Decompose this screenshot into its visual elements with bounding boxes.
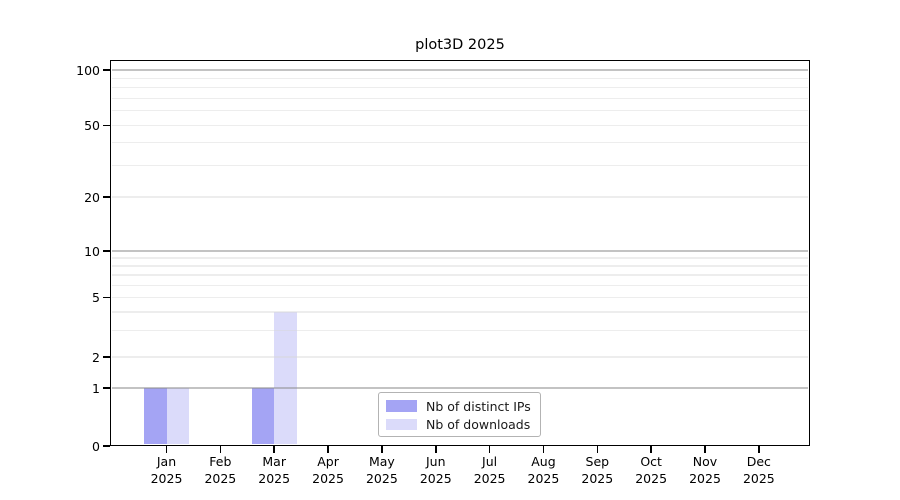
x-tick-apr [327,446,329,453]
x-tick-oct [650,446,652,453]
x-tick-label-jan: Jan 2025 [150,453,183,486]
x-tick-mar [273,446,275,453]
legend-swatch-downloads [386,418,417,431]
x-tick-jul [488,446,491,453]
y-tick-0 [103,445,110,447]
x-tick-nov [704,446,706,453]
y-tick-5 [103,296,110,299]
x-tick-label-dec: Dec 2025 [742,453,775,486]
x-tick-feb [219,446,222,453]
x-tick-label-oct: Oct 2025 [635,453,668,486]
x-tick-label-feb: Feb 2025 [204,453,237,486]
y-tick-2 [103,356,110,358]
x-tick-label-may: May 2025 [365,453,398,486]
plot-area-border [109,60,810,447]
legend-entry-distinct-ips: Nb of distinct IPs [386,397,540,415]
y-tick-label-10: 10 [84,243,100,259]
y-tick-label-50: 50 [84,118,100,133]
x-tick-label-sep: Sep 2025 [581,453,614,486]
x-tick-label-jun: Jun 2025 [419,453,452,486]
y-tick-label-20: 20 [84,189,100,205]
x-tick-sep [596,446,599,453]
x-tick-aug [542,446,545,453]
y-tick-label-1: 1 [92,380,100,396]
x-tick-may [381,446,383,453]
x-tick-label-aug: Aug 2025 [527,453,560,486]
x-tick-label-apr: Apr 2025 [312,453,344,486]
chart-title: plot3D 2025 [415,37,505,53]
x-tick-label-mar: Mar 2025 [258,453,291,486]
x-tick-jan [165,446,168,453]
x-tick-label-nov: Nov 2025 [689,453,721,486]
y-tick-label-5: 5 [92,290,100,305]
y-tick-1 [103,387,110,389]
y-tick-100 [103,69,110,71]
x-tick-dec [758,446,760,453]
y-tick-10 [103,250,110,252]
x-tick-jun [434,446,437,453]
legend-label-downloads: Nb of downloads [426,416,531,432]
legend-swatch-distinct-ips [386,400,417,412]
y-tick-50 [103,124,110,127]
y-tick-20 [103,196,110,198]
y-tick-label-0: 0 [92,438,100,454]
legend-label-distinct-ips: Nb of distinct IPs [426,398,531,414]
legend: Nb of distinct IPs Nb of downloads [378,391,541,437]
y-tick-label-100: 100 [76,62,100,78]
y-tick-label-2: 2 [92,349,100,365]
x-tick-label-jul: Jul 2025 [473,453,506,486]
legend-entry-downloads: Nb of downloads [386,415,540,433]
